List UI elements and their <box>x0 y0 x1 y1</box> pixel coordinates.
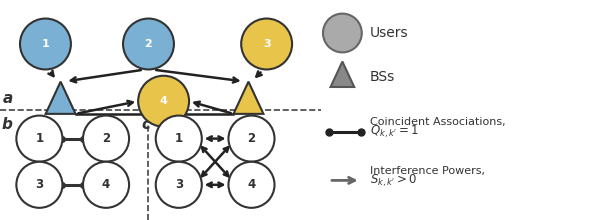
Text: $S_{k,k^{\prime}} > 0$: $S_{k,k^{\prime}} > 0$ <box>370 172 417 189</box>
Text: Interference Powers,: Interference Powers, <box>370 165 485 176</box>
Polygon shape <box>331 62 354 87</box>
Ellipse shape <box>16 116 62 162</box>
Text: c: c <box>141 117 150 132</box>
Ellipse shape <box>83 162 129 208</box>
Text: 4: 4 <box>160 96 167 106</box>
Ellipse shape <box>156 116 202 162</box>
Ellipse shape <box>156 162 202 208</box>
Text: 1: 1 <box>35 132 44 145</box>
Text: 3: 3 <box>175 178 183 191</box>
Polygon shape <box>45 82 76 114</box>
Ellipse shape <box>241 18 292 70</box>
Text: 3: 3 <box>263 39 270 49</box>
Text: BSs: BSs <box>370 70 395 84</box>
Text: b: b <box>2 117 13 132</box>
Ellipse shape <box>228 162 275 208</box>
Ellipse shape <box>323 14 362 52</box>
Text: 2: 2 <box>247 132 256 145</box>
Ellipse shape <box>228 116 275 162</box>
Text: Users: Users <box>370 26 408 40</box>
Text: 2: 2 <box>102 132 110 145</box>
Ellipse shape <box>138 76 189 127</box>
Text: 4: 4 <box>102 178 110 191</box>
Ellipse shape <box>83 116 129 162</box>
Text: 1: 1 <box>42 39 49 49</box>
Polygon shape <box>233 82 264 114</box>
Ellipse shape <box>20 18 71 70</box>
Ellipse shape <box>16 162 62 208</box>
Ellipse shape <box>123 18 174 70</box>
Text: 3: 3 <box>35 178 44 191</box>
Text: Coincident Associations,: Coincident Associations, <box>370 117 505 127</box>
Text: $Q_{k,k^{\prime}} = 1$: $Q_{k,k^{\prime}} = 1$ <box>370 124 418 140</box>
Text: a: a <box>3 91 13 106</box>
Text: 4: 4 <box>247 178 256 191</box>
Text: 2: 2 <box>145 39 152 49</box>
Text: 1: 1 <box>175 132 183 145</box>
